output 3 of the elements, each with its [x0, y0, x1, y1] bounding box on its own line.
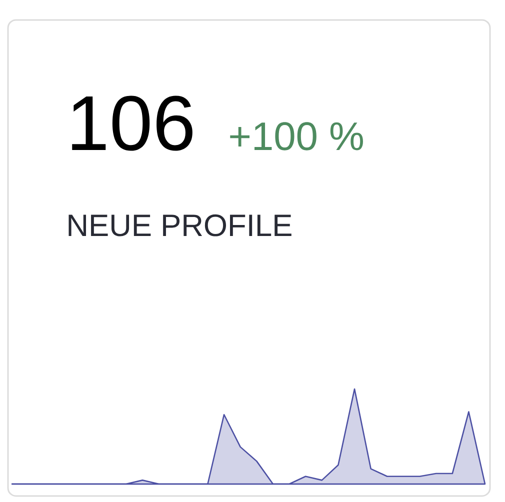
chart-title: 106 — [72, 96, 192, 151]
chart-subtitle: +100 % — [230, 122, 363, 150]
text: NEUE PROFILE — [68, 214, 292, 236]
